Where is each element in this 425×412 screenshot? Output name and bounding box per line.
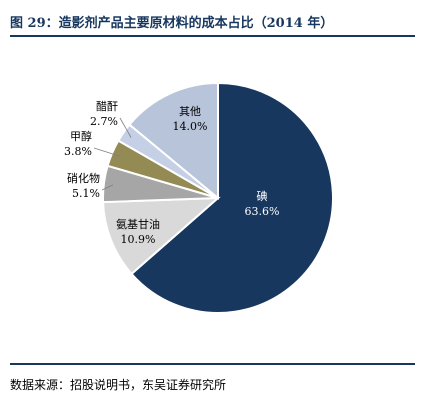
slice-label-3: 硝化物 — [67, 171, 100, 185]
pie-slice-2 — [102, 196, 221, 276]
source-rule — [10, 363, 415, 365]
pie-slice-1 — [130, 81, 334, 314]
slice-label-4: 甲醇 — [70, 129, 92, 143]
slice-value-1: 63.6% — [245, 205, 280, 218]
leader-line-4 — [93, 147, 121, 157]
slice-label-6: 其他 — [179, 105, 201, 118]
slice-label-5: 醋酐 — [96, 99, 118, 113]
pie-slice-6 — [128, 81, 219, 201]
slice-value-4: 3.8% — [64, 145, 92, 158]
slice-label-1: 碘 — [257, 190, 268, 203]
slice-value-2: 10.9% — [121, 233, 156, 246]
figure-title: 图 29：造影剂产品主要原材料的成本占比（2014 年） — [10, 16, 334, 31]
leader-line-3 — [101, 184, 114, 191]
source-note: 数据来源：招股说明书，东吴证券研究所 — [10, 378, 227, 392]
slice-value-5: 2.7% — [90, 115, 118, 128]
pie-chart: 碘 63.6% 氨基甘油 10.9% 硝化物 5.1% 甲醇 3.8% 醋酐 2.7% 其他 14.0… — [64, 81, 334, 314]
title-rule — [10, 35, 415, 37]
slice-label-2: 氨基甘油 — [116, 217, 160, 231]
leader-line-5 — [119, 117, 132, 138]
slice-value-6: 14.0% — [173, 120, 208, 133]
slice-value-3: 5.1% — [72, 187, 100, 200]
